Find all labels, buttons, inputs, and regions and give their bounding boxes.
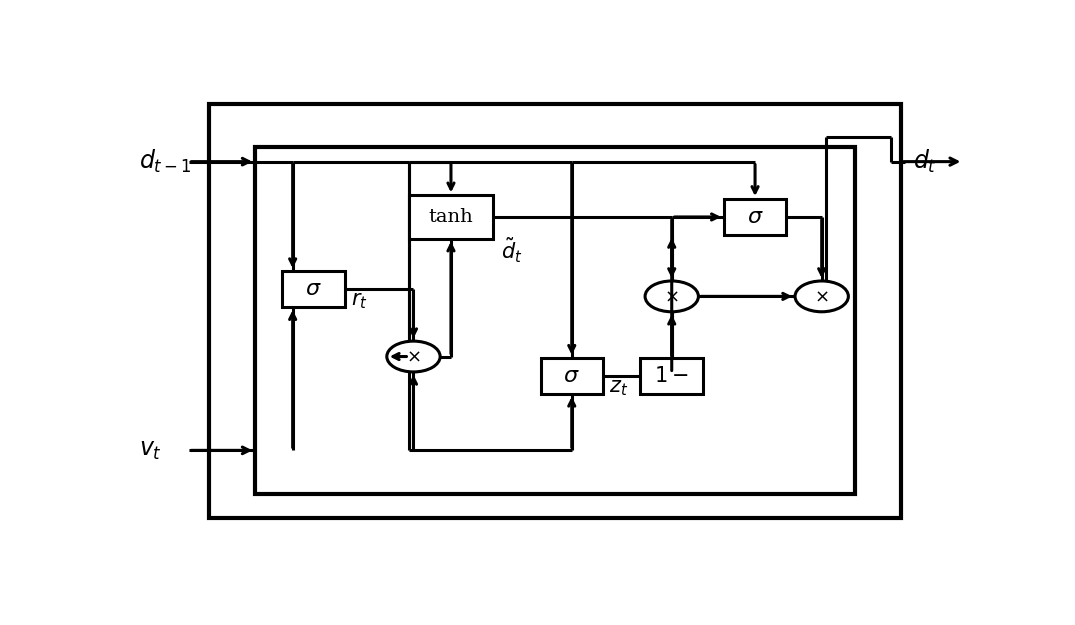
Text: $r_t$: $r_t$ bbox=[350, 291, 368, 311]
Circle shape bbox=[387, 341, 440, 372]
Circle shape bbox=[645, 281, 699, 312]
Text: $d_t$: $d_t$ bbox=[914, 148, 937, 175]
Text: $\times$: $\times$ bbox=[664, 288, 679, 306]
Circle shape bbox=[796, 281, 848, 312]
Text: $\times$: $\times$ bbox=[815, 288, 829, 306]
Text: $\tilde{d}_t$: $\tilde{d}_t$ bbox=[501, 236, 522, 266]
Text: $\sigma$: $\sigma$ bbox=[305, 278, 321, 300]
Bar bbox=[641, 357, 703, 394]
Text: $z_t$: $z_t$ bbox=[608, 378, 628, 398]
Text: $v_t$: $v_t$ bbox=[139, 439, 161, 462]
Bar bbox=[410, 196, 492, 239]
Text: $\sigma$: $\sigma$ bbox=[563, 365, 581, 387]
Bar bbox=[541, 357, 603, 394]
Text: $d_{t-1}$: $d_{t-1}$ bbox=[139, 148, 191, 175]
Text: $\sigma$: $\sigma$ bbox=[747, 206, 763, 228]
Text: $\times$: $\times$ bbox=[406, 348, 420, 366]
Bar bbox=[255, 147, 855, 494]
Text: $1-$: $1-$ bbox=[655, 366, 689, 386]
Bar bbox=[283, 271, 345, 308]
Text: tanh: tanh bbox=[429, 208, 473, 226]
Bar bbox=[210, 104, 901, 518]
Bar bbox=[723, 199, 786, 235]
